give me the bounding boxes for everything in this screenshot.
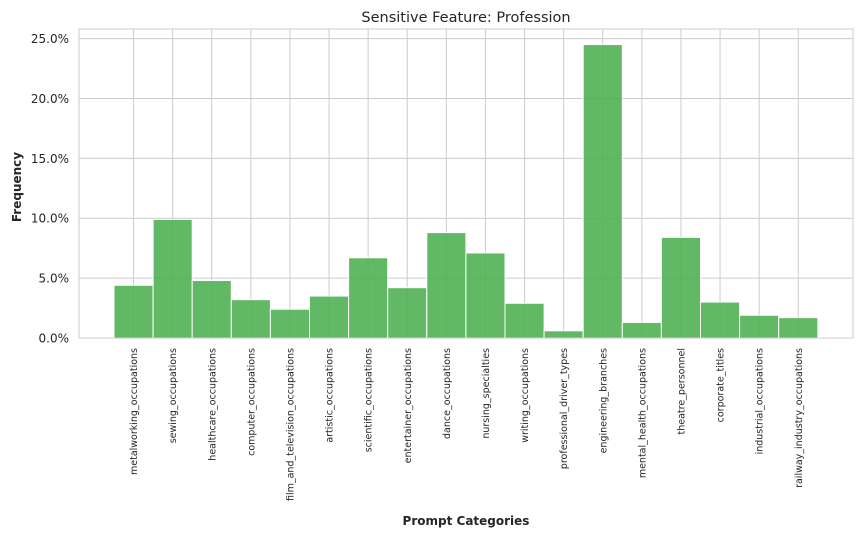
y-tick-label: 25.0% bbox=[31, 32, 69, 46]
x-tick-label: sewing_occupations bbox=[168, 348, 179, 443]
bar-entertainer_occupations bbox=[387, 287, 428, 339]
y-tick-label: 15.0% bbox=[31, 152, 69, 166]
bar-sewing_occupations bbox=[152, 218, 193, 339]
x-tick-label: dance_occupations bbox=[442, 348, 453, 439]
y-tick-label: 5.0% bbox=[39, 272, 70, 286]
bar-industrial_occupations bbox=[739, 314, 780, 339]
bar-dance_occupations bbox=[426, 232, 467, 339]
x-tick-label: healthcare_occupations bbox=[207, 348, 218, 461]
bar-corporate_titles bbox=[700, 301, 741, 339]
x-tick-label: film_and_television_occupations bbox=[285, 348, 296, 501]
y-tick-labels: 0.0% 5.0% 10.0% 15.0% 20.0% 25.0% bbox=[31, 32, 69, 345]
chart-title: Sensitive Feature: Profession bbox=[361, 10, 570, 26]
bar-scientific_occupations bbox=[348, 257, 389, 339]
bar-film_and_television_occupations bbox=[269, 308, 310, 339]
x-axis-label: Prompt Categories bbox=[403, 514, 530, 528]
x-tick-label: nursing_specialties bbox=[481, 348, 492, 439]
x-tick-labels: metalworking_occupations sewing_occupatio… bbox=[129, 348, 805, 501]
x-tick-label: computer_occupations bbox=[246, 348, 257, 456]
x-tick-label: entertainer_occupations bbox=[403, 348, 414, 463]
x-tick-label: artistic_occupations bbox=[325, 348, 336, 443]
x-tick-label: mental_health_occupations bbox=[637, 348, 648, 478]
bar-layer bbox=[113, 44, 819, 339]
x-tick-label: industrial_occupations bbox=[755, 348, 766, 454]
bar-nursing_specialties bbox=[465, 252, 506, 339]
grid-layer bbox=[79, 29, 853, 339]
bar-professional_driver_types bbox=[543, 330, 584, 339]
bar-mental_health_occupations bbox=[621, 321, 662, 339]
x-tick-label: corporate_titles bbox=[716, 348, 727, 422]
x-tick-label: professional_driver_types bbox=[559, 348, 570, 469]
y-tick-label: 20.0% bbox=[31, 92, 69, 106]
bar-railway_industry_occupations bbox=[778, 317, 819, 339]
bar-computer_occupations bbox=[230, 299, 271, 339]
x-tick-label: theatre_personnel bbox=[676, 348, 687, 435]
y-axis-label: Frequency bbox=[10, 152, 24, 222]
plot-frame bbox=[78, 28, 854, 339]
x-tick-label: writing_occupations bbox=[520, 348, 531, 443]
y-tick-label: 10.0% bbox=[31, 212, 69, 226]
bar-artistic_occupations bbox=[309, 295, 350, 339]
bar-writing_occupations bbox=[504, 302, 545, 339]
x-tick-label: scientific_occupations bbox=[364, 348, 375, 452]
x-tick-label: railway_industry_occupations bbox=[794, 348, 805, 488]
x-tick-label: engineering_branches bbox=[598, 348, 609, 453]
y-tick-label: 0.0% bbox=[39, 332, 70, 346]
bar-theatre_personnel bbox=[660, 236, 702, 339]
x-tick-label: metalworking_occupations bbox=[129, 348, 140, 475]
bar-healthcare_occupations bbox=[191, 280, 232, 339]
bar-engineering_branches bbox=[582, 44, 623, 339]
bar-metalworking_occupations bbox=[113, 284, 154, 339]
